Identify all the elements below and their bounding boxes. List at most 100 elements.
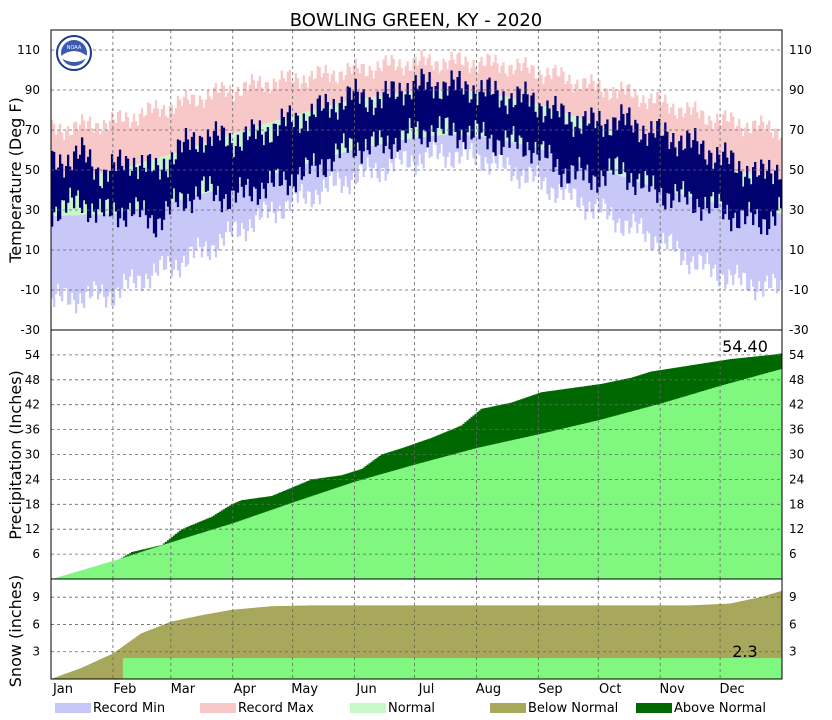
actual-temp-bar <box>636 123 639 180</box>
actual-temp-bar <box>212 131 216 202</box>
record-max-bar <box>474 67 477 92</box>
actual-temp-bar <box>140 155 144 211</box>
actual-temp-bar <box>54 169 58 207</box>
record-max-bar <box>770 132 773 178</box>
actual-temp-bar <box>622 113 625 163</box>
record-max-bar <box>248 84 252 129</box>
record-max-bar <box>502 62 505 97</box>
month-label: Feb <box>113 682 136 697</box>
record-max-bar <box>208 96 212 142</box>
record-min-bar <box>608 172 611 216</box>
record-min-bar <box>244 181 248 242</box>
record-max-bar <box>174 108 178 153</box>
actual-temp-bar <box>256 130 260 205</box>
record-min-bar <box>428 136 431 158</box>
record-max-bar <box>746 122 749 173</box>
actual-temp-bar <box>736 172 739 228</box>
record-min-bar <box>276 172 279 212</box>
record-min-bar <box>114 213 118 289</box>
record-max-bar <box>778 139 781 180</box>
record-min-bar <box>88 214 92 299</box>
record-min-bar <box>370 146 373 179</box>
record-max-bar <box>406 61 409 93</box>
record-min-bar <box>474 135 477 166</box>
actual-temp-bar <box>280 108 283 186</box>
record-min-bar <box>348 150 351 195</box>
record-max-bar <box>634 89 637 139</box>
record-min-bar <box>468 135 471 150</box>
actual-temp-bar <box>764 178 767 220</box>
record-min-bar <box>252 179 256 233</box>
actual-temp-bar <box>628 107 631 183</box>
actual-temp-bar <box>674 147 677 184</box>
legend-swatch <box>350 703 386 713</box>
actual-temp-bar <box>500 100 503 155</box>
actual-temp-bar <box>724 142 727 214</box>
record-min-bar <box>310 162 313 208</box>
actual-temp-bar <box>732 152 735 219</box>
actual-temp-bar <box>518 88 521 136</box>
actual-temp-bar <box>560 103 563 188</box>
actual-temp-bar <box>180 152 184 194</box>
actual-temp-bar <box>454 89 457 132</box>
actual-temp-bar <box>340 96 343 144</box>
record-min-bar <box>672 191 675 251</box>
record-min-bar <box>604 170 607 204</box>
record-max-bar <box>108 120 112 173</box>
record-min-bar <box>180 199 184 263</box>
actual-temp-bar <box>320 110 323 160</box>
record-max-bar <box>670 107 673 152</box>
record-max-bar <box>418 60 421 92</box>
record-min-bar <box>606 171 609 220</box>
record-min-bar <box>210 191 214 246</box>
record-min-bar <box>632 180 635 214</box>
record-min-bar <box>288 168 291 212</box>
record-min-bar <box>262 176 266 202</box>
record-max-bar <box>738 119 741 172</box>
record-max-bar <box>512 74 515 99</box>
record-max-bar <box>218 92 222 138</box>
record-max-bar <box>228 85 232 135</box>
actual-temp-bar <box>132 157 136 215</box>
actual-temp-bar <box>114 171 118 212</box>
actual-temp-bar <box>746 165 749 217</box>
record-max-bar <box>284 82 287 118</box>
record-min-bar <box>148 206 152 289</box>
record-max-bar <box>750 133 753 174</box>
record-max-bar <box>236 86 240 133</box>
record-min-bar <box>616 174 619 223</box>
record-max-bar <box>680 107 683 155</box>
record-min-bar <box>736 206 739 265</box>
record-max-bar <box>638 107 641 140</box>
record-max-bar <box>342 80 345 103</box>
actual-temp-bar <box>278 125 281 187</box>
record-max-bar <box>66 125 70 178</box>
record-max-bar <box>182 96 186 150</box>
record-max-bar <box>440 69 443 91</box>
record-max-bar <box>566 81 569 114</box>
actual-temp-bar <box>392 81 395 145</box>
actual-temp-bar <box>414 75 417 128</box>
legend-swatch <box>200 703 236 713</box>
actual-temp-bar <box>382 92 385 154</box>
record-max-bar <box>204 99 208 143</box>
actual-temp-bar <box>564 124 567 169</box>
record-min-bar <box>318 159 321 205</box>
record-max-bar <box>244 81 248 130</box>
record-min-bar <box>458 134 461 164</box>
record-max-bar <box>756 129 759 175</box>
actual-temp-bar <box>234 145 238 203</box>
record-max-bar <box>482 65 485 93</box>
actual-temp-bar <box>650 121 653 187</box>
record-max-bar <box>400 68 403 94</box>
record-max-bar <box>178 99 182 152</box>
record-max-bar <box>664 94 667 150</box>
record-min-bar <box>108 214 112 292</box>
actual-temp-bar <box>354 78 357 157</box>
record-max-bar <box>700 110 703 163</box>
record-max-bar <box>128 127 132 167</box>
record-min-bar <box>182 198 186 256</box>
record-min-bar <box>466 135 469 160</box>
record-max-bar <box>140 108 144 163</box>
record-min-bar <box>230 186 234 237</box>
